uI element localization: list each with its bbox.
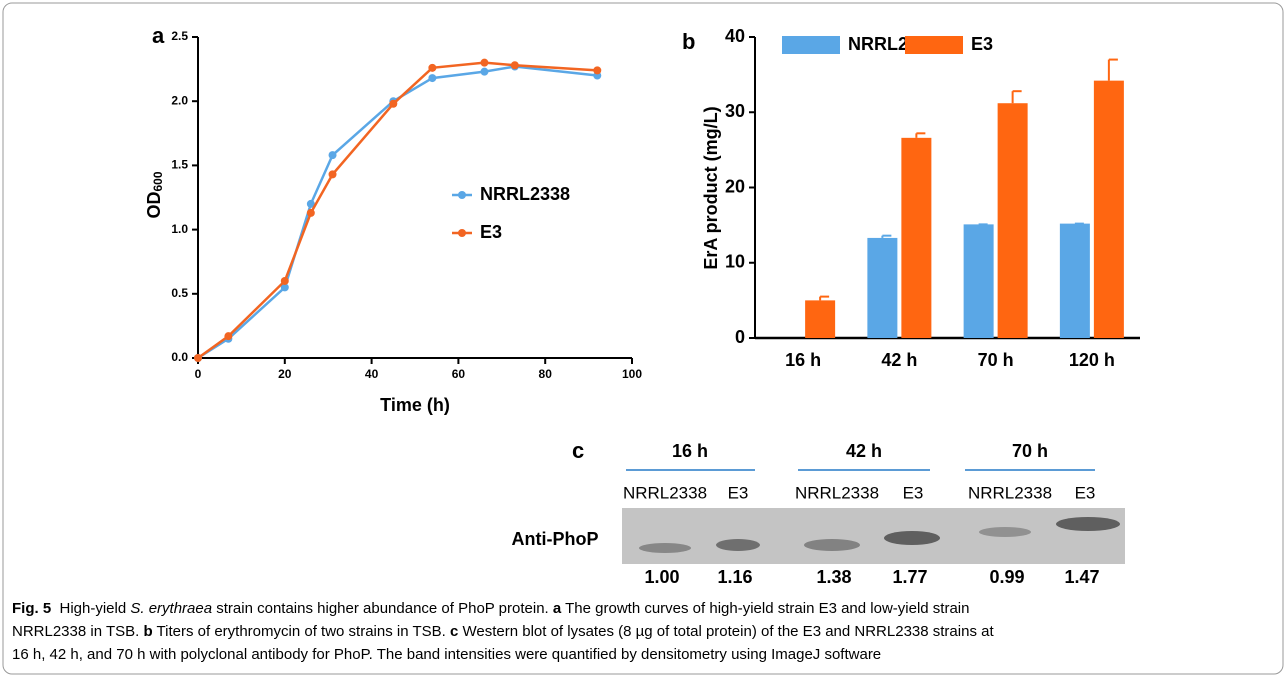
panel-label: c <box>572 438 584 463</box>
caption-segment: b <box>143 623 152 640</box>
figure: a0.00.51.01.52.02.5020406080100Time (h)O… <box>0 0 1287 678</box>
blot-band <box>1056 517 1120 531</box>
caption-line: NRRL2338 in TSB. b Titers of erythromyci… <box>12 623 994 640</box>
caption-line: Fig. 5 High-yield S. erythraea strain co… <box>12 600 970 617</box>
point <box>307 209 315 217</box>
intensity-value: 0.99 <box>989 567 1024 587</box>
lane-label: NRRL2338 <box>968 483 1052 502</box>
bar <box>998 103 1028 338</box>
x-tick-label: 70 h <box>978 350 1014 370</box>
bar <box>1094 81 1124 338</box>
blot-band <box>716 539 760 551</box>
point <box>281 277 289 285</box>
line <box>198 63 597 358</box>
blot-band <box>884 531 940 545</box>
y-tick-label: 0 <box>735 327 745 347</box>
x-tick-label: 100 <box>622 367 642 381</box>
y-tick-label: 30 <box>725 101 745 121</box>
point <box>593 66 601 74</box>
legend-swatch <box>905 36 963 54</box>
x-axis-label: Time (h) <box>380 395 450 415</box>
intensity-value: 1.47 <box>1064 567 1099 587</box>
caption-segment: NRRL2338 in TSB. <box>12 623 143 640</box>
caption-segment: High-yield <box>51 600 130 617</box>
caption-segment: Western blot of lysates (8 µg of total p… <box>458 623 994 640</box>
intensity-value: 1.77 <box>892 567 927 587</box>
blot-band <box>639 543 691 553</box>
y-tick-label: 0.0 <box>171 350 188 364</box>
time-label: 16 h <box>672 441 708 461</box>
lane-label: E3 <box>903 483 924 502</box>
y-tick-label: 1.0 <box>171 222 188 236</box>
x-tick-label: 20 <box>278 367 292 381</box>
point <box>329 170 337 178</box>
lane-label: NRRL2338 <box>623 483 707 502</box>
y-tick-label: 20 <box>725 176 745 196</box>
y-axis-label-main: OD <box>144 192 164 219</box>
bar <box>964 224 994 338</box>
panel-label: a <box>152 23 165 48</box>
bar <box>1060 224 1090 338</box>
page: {"chart_data": [ {"type": "line", "panel… <box>0 0 1287 678</box>
point <box>194 354 202 362</box>
point <box>511 61 519 69</box>
row-label: Anti-PhoP <box>512 529 599 549</box>
panel-label: b <box>682 29 695 54</box>
y-axis-label-subscript: 600 <box>151 171 165 191</box>
lane-label: E3 <box>1075 483 1096 502</box>
point <box>480 59 488 67</box>
y-axis-label: OD600 <box>144 171 165 218</box>
lane-label: NRRL2338 <box>795 483 879 502</box>
caption-segment: The growth curves of high-yield strain E… <box>561 600 969 617</box>
caption-segment: strain contains higher abundance of PhoP… <box>212 600 553 617</box>
legend-marker <box>458 191 466 199</box>
y-tick-label: 40 <box>725 26 745 46</box>
point <box>480 68 488 76</box>
legend-swatch <box>782 36 840 54</box>
x-tick-label: 60 <box>452 367 466 381</box>
point <box>428 64 436 72</box>
caption-segment: 16 h, 42 h, and 70 h with polyclonal ant… <box>12 646 881 663</box>
intensity-value: 1.00 <box>644 567 679 587</box>
x-tick-label: 16 h <box>785 350 821 370</box>
intensity-value: 1.38 <box>816 567 851 587</box>
y-tick-label: 1.5 <box>171 158 188 172</box>
caption-segment: c <box>450 623 458 640</box>
bar <box>805 300 835 338</box>
bar <box>867 238 897 338</box>
point <box>329 151 337 159</box>
y-tick-label: 0.5 <box>171 286 188 300</box>
x-tick-label: 80 <box>539 367 553 381</box>
blot-band <box>804 539 860 551</box>
x-tick-label: 120 h <box>1069 350 1115 370</box>
time-label: 42 h <box>846 441 882 461</box>
legend-label: NRRL2338 <box>480 184 570 204</box>
y-tick-label: 10 <box>725 252 745 272</box>
legend-label: E3 <box>971 34 993 54</box>
x-tick-label: 0 <box>195 367 202 381</box>
blot-image <box>622 508 1125 564</box>
y-tick-label: 2.0 <box>171 93 188 107</box>
point <box>224 332 232 340</box>
bar <box>901 138 931 338</box>
caption-segment: Fig. 5 <box>12 600 51 617</box>
caption-segment: S. erythraea <box>130 600 212 617</box>
lane-label: E3 <box>728 483 749 502</box>
blot-band <box>979 527 1031 537</box>
line <box>198 67 597 358</box>
legend-marker <box>458 229 466 237</box>
point <box>428 74 436 82</box>
y-tick-label: 2.5 <box>171 29 188 43</box>
point <box>389 100 397 108</box>
caption-segment: Titers of erythromycin of two strains in… <box>153 623 450 640</box>
x-tick-label: 40 <box>365 367 379 381</box>
time-label: 70 h <box>1012 441 1048 461</box>
legend-label: E3 <box>480 222 502 242</box>
intensity-value: 1.16 <box>717 567 752 587</box>
caption-line: 16 h, 42 h, and 70 h with polyclonal ant… <box>12 646 881 663</box>
x-tick-label: 42 h <box>881 350 917 370</box>
y-axis-label: ErA product (mg/L) <box>701 106 721 269</box>
